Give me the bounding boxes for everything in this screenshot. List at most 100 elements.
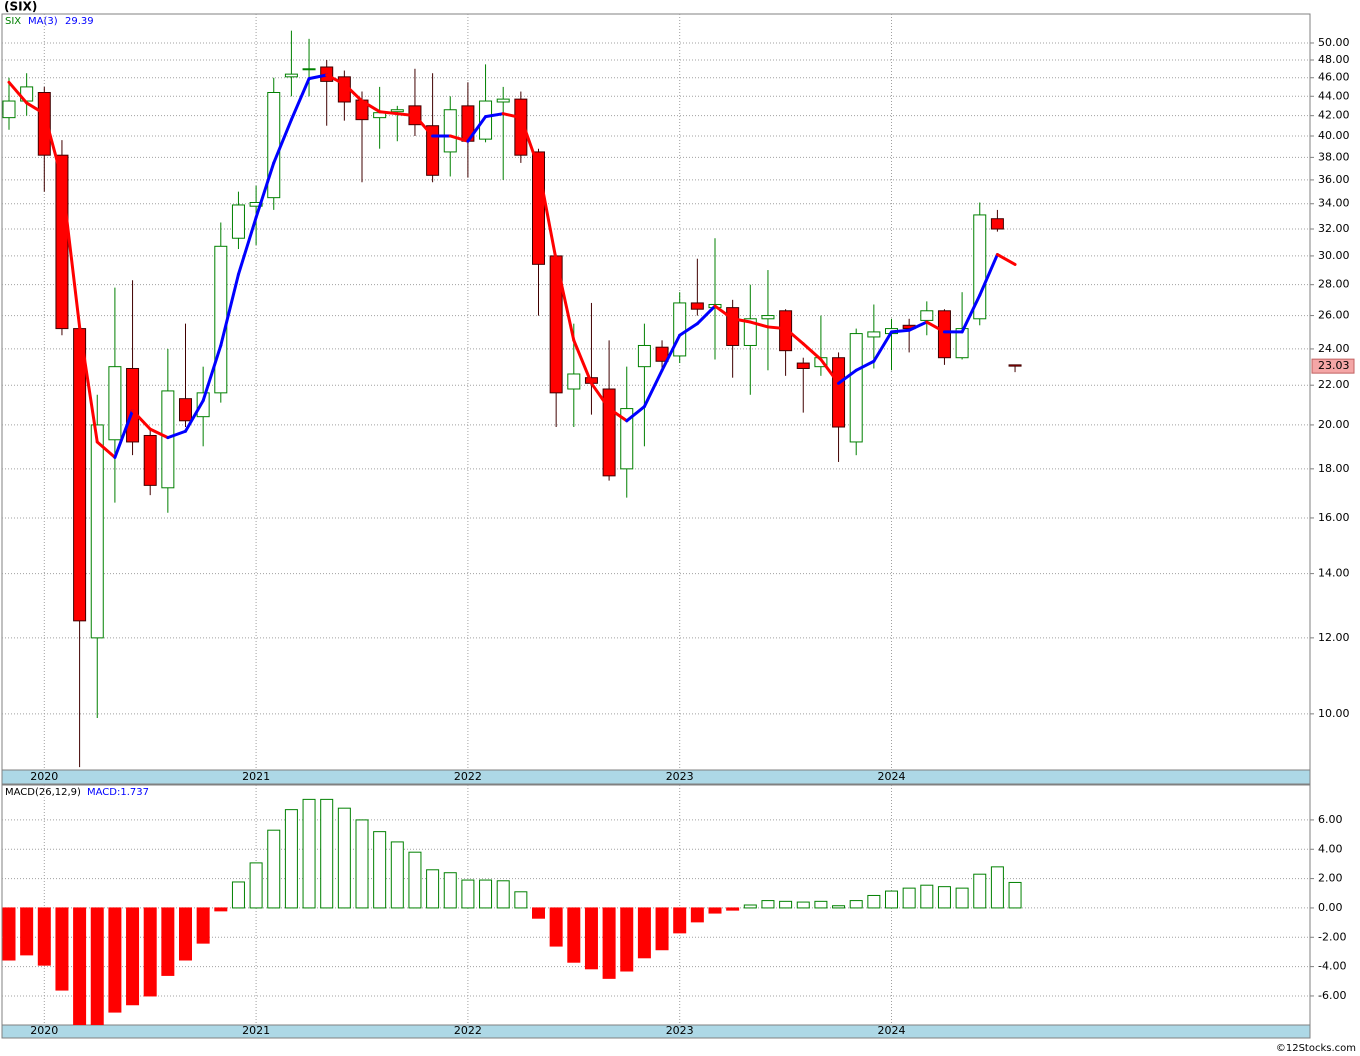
macd-bar [814,900,828,909]
candle-body [920,310,934,321]
candle-body [796,362,810,369]
ma-segment [713,304,735,321]
footer: ©12Stocks.com [1276,1043,1356,1054]
y-tick-label: 6.00 [1318,813,1343,826]
x-tick-label: 2020 [30,770,58,783]
macd-bar [761,900,775,909]
macd-bar [620,907,634,972]
macd-bar [284,809,298,909]
ma-segment [219,272,240,347]
candle-body [284,73,298,78]
candle-body [426,125,440,176]
y-tick-label: 30.00 [1318,249,1350,262]
candle-body [479,100,493,140]
candle-body [832,357,846,428]
x-tick-label: 2023 [666,770,694,783]
y-tick-label: 38.00 [1318,150,1350,163]
candle-body [1008,364,1022,367]
candle-body [690,302,704,310]
ma-segment [466,115,488,143]
candle-body [126,367,140,443]
ma-segment [890,328,911,334]
ma-segment [413,114,435,138]
macd-bar [143,907,157,997]
ma-segment [625,405,646,423]
candle-body [37,91,51,156]
y-tick-label: 36.00 [1318,173,1350,186]
ma-segment [678,322,699,337]
ma-segment [272,118,293,165]
macd-bar [196,907,210,944]
candle-body [90,424,104,639]
ma-segment [378,110,399,116]
y-tick-label: 42.00 [1318,109,1350,122]
ma-segment [554,258,576,342]
candle-body [673,302,687,357]
ma-segment [819,357,841,385]
y-tick-label: -2.00 [1318,930,1346,943]
macd-bar [267,829,281,909]
x-tick-label: 2021 [242,770,270,783]
ma-segment [854,359,876,372]
y-tick-label: 4.00 [1318,842,1343,855]
macd-bar [108,907,122,1013]
macd-bar [37,907,51,966]
candle-body [390,109,404,113]
ma-segment [731,317,752,324]
price-panel [1,13,1311,771]
ma-segment [95,440,117,459]
ma-segment [131,409,152,431]
ma-segment [254,161,276,219]
macd-bar [126,907,140,1006]
macd-bar [602,907,616,979]
candle-body [655,346,669,362]
macd-bar [390,841,404,909]
macd-bar [320,798,334,909]
candle-body [867,331,881,338]
candle-body [496,98,510,103]
y-tick-label: 28.00 [1318,278,1350,291]
ma-segment [60,177,82,329]
macd-bar [302,798,316,909]
candle-body [849,333,863,443]
y-tick-label: 0.00 [1318,901,1343,914]
ma-segment [448,134,470,143]
ma-segment [236,215,258,276]
y-tick-label: 48.00 [1318,53,1350,66]
macd-bar [161,907,175,976]
macd-bar [55,907,69,991]
y-tick-label: 14.00 [1318,567,1350,580]
candle-body [267,91,281,199]
ma-segment [325,73,346,86]
candle-body [73,328,87,622]
ma-segment [501,112,523,120]
y-tick-label: 12.00 [1318,631,1350,644]
macd-bar [461,879,475,909]
candle-body [108,366,122,441]
ma-segment [537,165,558,262]
x-tick-label: 2022 [454,770,482,783]
ma-segment [907,320,929,332]
macd-bar [1008,881,1022,909]
ma-segment [184,399,205,433]
ma-segment [642,368,664,409]
macd-bar [355,819,369,909]
ma-segment [572,338,593,385]
y-tick-label: 40.00 [1318,129,1350,142]
candle-body [2,100,16,119]
candle-body [620,408,634,470]
ma-segment [925,320,946,334]
y-tick-label: 50.00 [1318,36,1350,49]
candle-body [143,434,157,486]
macd-bar [690,907,704,923]
macd-bar [902,887,916,909]
candle-body [743,318,757,346]
y-tick-label: 44.00 [1318,89,1350,102]
candle-body [726,307,740,346]
ma-segment [113,409,135,459]
candle-body [779,310,793,352]
ma-segment [748,320,770,329]
ma-segment [801,342,823,361]
macd-bar [849,900,863,909]
ma-segment [78,325,99,444]
